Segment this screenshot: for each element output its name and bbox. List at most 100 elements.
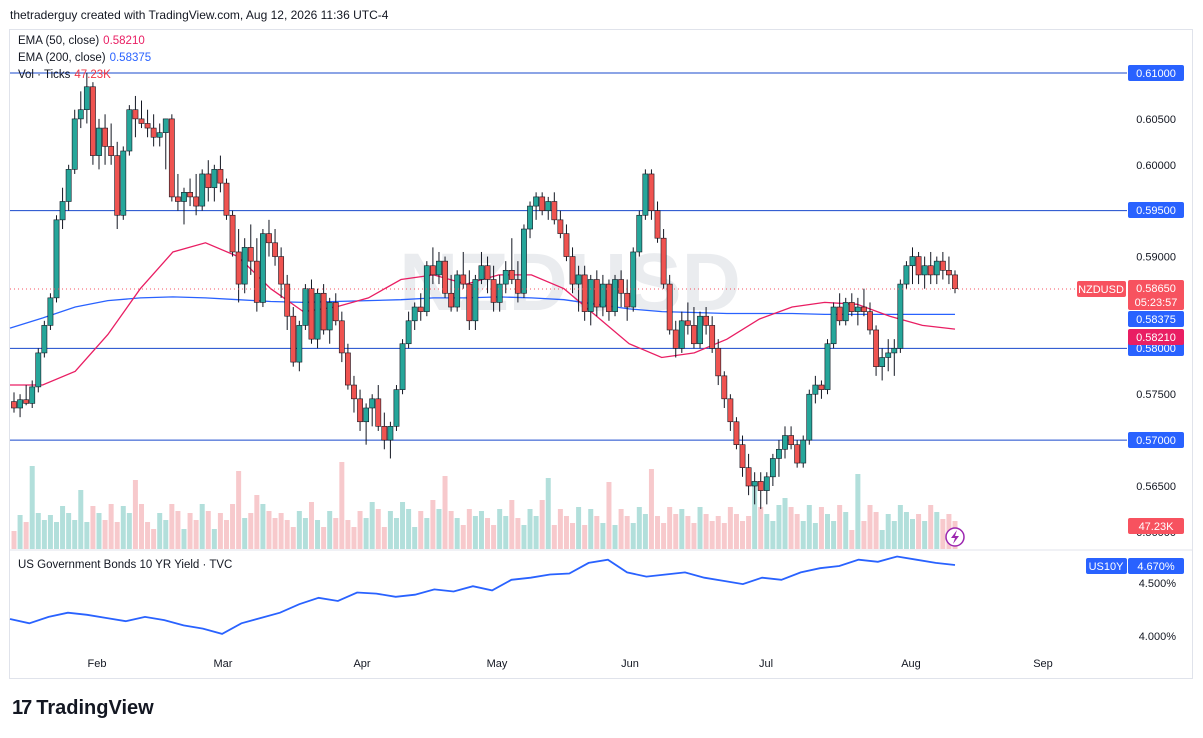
candle: [77, 91, 84, 129]
candle: [709, 316, 716, 353]
candle-body: [927, 265, 934, 276]
candle: [873, 325, 879, 376]
time-tick-label: Jun: [621, 658, 639, 670]
candle-body: [187, 192, 193, 198]
candle-body: [703, 315, 709, 326]
candle: [800, 435, 807, 468]
volume-bar: [102, 520, 108, 549]
candle: [29, 380, 36, 408]
candle: [229, 210, 236, 257]
candle-body: [557, 219, 564, 234]
candle: [120, 146, 127, 220]
candle-body: [587, 279, 594, 312]
candle-body: [606, 283, 612, 312]
candle: [375, 385, 382, 431]
candle-body: [448, 292, 455, 308]
volume-bar: [132, 480, 138, 549]
candle-body: [272, 242, 278, 257]
lower-pane-title[interactable]: US Government Bonds 10 YR Yield · TVC: [18, 559, 233, 571]
candle: [545, 196, 552, 220]
candle: [927, 251, 934, 285]
candle: [96, 118, 102, 170]
candles[interactable]: [11, 73, 958, 509]
volume-bar: [254, 495, 260, 549]
candle: [162, 118, 169, 170]
candle-body: [284, 283, 291, 317]
candle: [90, 82, 96, 165]
candle: [71, 109, 78, 174]
candle-body: [126, 109, 133, 152]
volume-bar: [934, 512, 940, 549]
candle: [108, 123, 115, 165]
volume-bar: [472, 516, 478, 549]
volume-bar: [667, 507, 673, 549]
candle: [484, 256, 491, 294]
candle: [776, 440, 782, 477]
volume-bar: [169, 504, 175, 549]
legend-ema200[interactable]: EMA (200, close) 0.58375: [18, 52, 151, 64]
candle-body: [211, 169, 218, 189]
volume-bar: [642, 514, 648, 549]
candle: [757, 472, 764, 509]
candle-body: [593, 279, 600, 308]
volume-bar: [485, 518, 491, 549]
volume-bar: [831, 521, 837, 549]
candle: [836, 293, 843, 326]
volume-bar: [460, 525, 466, 549]
horizontal-levels[interactable]: [10, 72, 1127, 441]
volume-bar: [594, 516, 600, 549]
candle: [235, 229, 242, 303]
candle: [223, 178, 230, 220]
time-tick-label: Sep: [1033, 658, 1053, 670]
yield-tick-label: 4.500%: [1139, 578, 1177, 590]
candle: [326, 297, 333, 344]
candle-body: [484, 265, 491, 280]
candle: [260, 229, 266, 308]
tradingview-logo-text: TradingView: [36, 697, 154, 719]
volume-bar: [557, 509, 563, 549]
candle-body: [405, 320, 412, 345]
candle: [442, 256, 448, 298]
candle: [193, 173, 200, 216]
volume-bar: [478, 511, 484, 549]
candle: [678, 311, 685, 353]
candle: [278, 247, 285, 298]
candle-body: [53, 219, 60, 299]
candle: [563, 224, 570, 262]
candle-body: [575, 274, 582, 285]
candle-body: [17, 399, 23, 409]
volume-bar: [442, 476, 448, 549]
volume-bar: [327, 511, 333, 549]
candle: [727, 394, 734, 431]
candle: [187, 178, 193, 207]
volume-bar: [436, 509, 442, 549]
volume-bar: [533, 516, 539, 549]
level-tag-0.61000: 0.61000: [1128, 65, 1184, 81]
candle: [17, 394, 23, 418]
legend-volume[interactable]: Vol · Ticks 47.23K: [18, 69, 111, 81]
volume-bar: [393, 518, 399, 549]
candle: [47, 293, 54, 330]
volume-bar: [812, 523, 818, 549]
legend-ema50-label: EMA (50, close): [18, 35, 100, 47]
lightning-icon[interactable]: [945, 527, 965, 547]
volume-bar: [758, 507, 764, 549]
candle-body: [162, 118, 169, 133]
volume-bar: [363, 518, 369, 549]
candle: [211, 164, 218, 202]
candle-body: [739, 444, 746, 468]
candle-body: [253, 260, 260, 303]
candle: [23, 385, 30, 406]
candle: [818, 380, 825, 399]
candle-body: [539, 196, 546, 211]
volume-bar: [648, 469, 654, 549]
candle: [879, 348, 886, 381]
legend-ema50[interactable]: EMA (50, close) 0.58210: [18, 35, 145, 47]
candle: [751, 472, 758, 505]
candle-body: [691, 325, 697, 345]
volume-bar: [412, 527, 418, 549]
ema50-price-tag: 0.58210: [1128, 329, 1184, 345]
candle-body: [345, 352, 351, 386]
volume-bar: [193, 520, 199, 549]
